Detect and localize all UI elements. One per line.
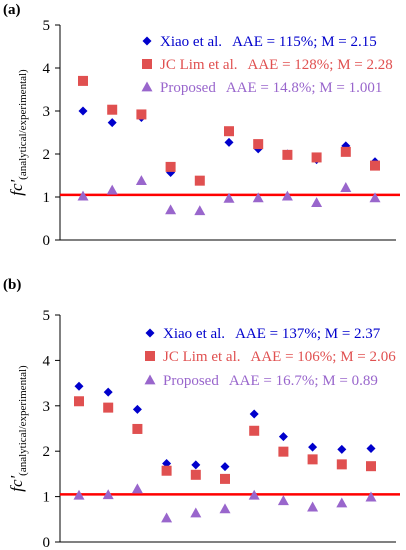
- data-point: [161, 512, 173, 523]
- y-tick-label: 3: [43, 104, 51, 120]
- data-point: [135, 175, 147, 186]
- y-tick-label: 1: [43, 490, 51, 506]
- data-point: [311, 152, 322, 163]
- data-point: [74, 381, 84, 391]
- data-point: [223, 192, 235, 203]
- series-square: [78, 75, 380, 186]
- series-diamond: [78, 106, 380, 177]
- data-point: [249, 409, 259, 419]
- data-point: [340, 182, 352, 192]
- data-point: [77, 190, 89, 201]
- data-point: [165, 161, 176, 172]
- data-point: [136, 109, 147, 120]
- data-point: [336, 497, 348, 508]
- data-point: [78, 106, 88, 116]
- chart-a-plot: 0 1 2 3 4 5 fc'(analytical/experimental) Xiao e…: [7, 18, 400, 249]
- data-point: [307, 501, 319, 512]
- y-tick-label: 5: [43, 308, 51, 324]
- data-point: [282, 149, 293, 160]
- series-triangle: [73, 483, 377, 523]
- data-point: [277, 495, 289, 506]
- y-tick-label: 4: [43, 61, 51, 77]
- data-point: [102, 489, 114, 500]
- series-diamond: [74, 381, 376, 472]
- data-point: [224, 137, 234, 147]
- data-point: [107, 104, 118, 115]
- data-point: [131, 483, 143, 494]
- data-point: [190, 469, 201, 480]
- data-point: [190, 507, 202, 518]
- data-point: [308, 442, 318, 452]
- legend-marker: [144, 374, 156, 385]
- data-point: [370, 160, 380, 171]
- data-point: [366, 443, 376, 453]
- y-tick-label: 3: [43, 399, 51, 415]
- data-point: [278, 446, 289, 457]
- data-point: [336, 459, 347, 470]
- data-point: [281, 190, 293, 201]
- series-square: [74, 396, 376, 484]
- data-point: [132, 404, 142, 414]
- y-tick-label: 4: [43, 353, 51, 369]
- data-point: [220, 462, 230, 472]
- data-point: [162, 458, 172, 468]
- legend-marker: [142, 59, 152, 69]
- data-point: [369, 192, 381, 203]
- legend-marker: [145, 328, 155, 338]
- data-point: [311, 197, 323, 207]
- y-tick-label: 2: [43, 147, 51, 163]
- data-point: [103, 387, 113, 397]
- chart-b-plot: 0 1 2 3 4 5 fc'(analytical/experimental) Xiao e…: [7, 308, 400, 550]
- legend-marker: [141, 81, 153, 92]
- data-point: [74, 396, 84, 407]
- data-point: [194, 205, 206, 216]
- data-point: [107, 118, 117, 128]
- series-triangle: [77, 175, 381, 216]
- legend-entry: JC Lim et al. AAE = 128%; M = 2.28: [160, 57, 393, 73]
- legend-marker: [142, 36, 152, 46]
- panel-label-b: (b): [3, 277, 22, 293]
- data-point: [161, 465, 172, 476]
- data-point: [365, 491, 377, 502]
- data-point: [252, 192, 264, 203]
- y-axis-label: fc'(analytical/experimental): [7, 365, 29, 492]
- data-point: [340, 146, 351, 157]
- y-tick-label: 5: [43, 18, 51, 34]
- data-point: [106, 184, 118, 195]
- legend-entry: Proposed AAE = 16.7%; M = 0.89: [163, 373, 378, 389]
- y-tick-label: 1: [43, 190, 51, 206]
- data-point: [165, 204, 177, 215]
- y-axis-label: fc'(analytical/experimental): [7, 69, 29, 196]
- panel-label-a: (a): [3, 2, 21, 18]
- data-point: [103, 402, 114, 413]
- chart-panel-b: 0 1 2 3 4 5 fc'(analytical/experimental) Xiao e…: [0, 275, 406, 550]
- data-point: [220, 473, 230, 484]
- legend-entry: Proposed AAE = 14.8%; M = 1.001: [160, 80, 382, 96]
- data-point: [337, 444, 347, 454]
- data-point: [132, 423, 143, 434]
- legend-marker: [145, 351, 155, 361]
- data-point: [248, 489, 260, 500]
- data-point: [219, 503, 231, 514]
- data-point: [224, 126, 234, 137]
- y-tick-label: 0: [43, 233, 51, 249]
- y-tick-label: 2: [43, 444, 51, 460]
- legend-entry: Xiao et al. AAE = 115%; M = 2.15: [160, 34, 377, 50]
- data-point: [366, 461, 376, 472]
- data-point: [278, 432, 288, 442]
- y-tick-label: 0: [43, 535, 51, 550]
- data-point: [191, 460, 201, 470]
- legend-entry: Xiao et al. AAE = 137%; M = 2.37: [163, 326, 381, 342]
- data-point: [194, 175, 205, 186]
- chart-panel-a: 0 1 2 3 4 5 fc'(analytical/experimental) Xiao e…: [3, 2, 400, 249]
- data-point: [249, 425, 260, 436]
- data-point: [307, 454, 318, 465]
- data-point: [73, 489, 85, 500]
- data-point: [253, 139, 264, 150]
- legend-entry: JC Lim et al. AAE = 106%; M = 2.06: [163, 349, 396, 365]
- data-point: [78, 75, 88, 86]
